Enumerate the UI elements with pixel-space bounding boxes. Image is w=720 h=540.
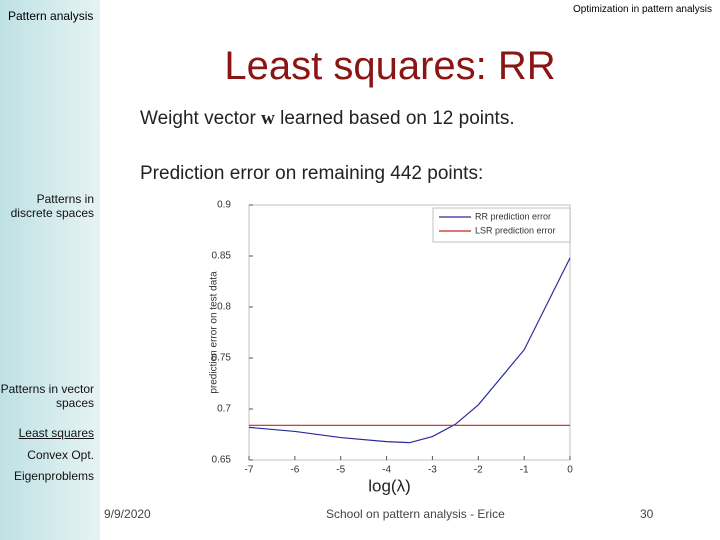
x-tick-label: -1 xyxy=(520,465,529,476)
x-axis-label: log(λ) xyxy=(368,476,411,495)
y-tick-label: 0.9 xyxy=(217,200,231,211)
series-line xyxy=(248,257,571,444)
y-tick-label: 0.85 xyxy=(212,251,232,262)
title: Least squares: RR xyxy=(224,44,556,88)
y-tick-label: 0.7 xyxy=(217,404,231,415)
y-tick-label: 0.8 xyxy=(217,302,231,313)
header-left: Pattern analysis xyxy=(8,9,94,23)
legend-label: RR prediction error xyxy=(475,211,551,221)
plot-frame xyxy=(248,204,571,461)
text-line: Weight vector w learned based on 12 poin… xyxy=(140,108,515,130)
sidebar-item[interactable]: Eigenproblems xyxy=(13,469,94,483)
text: learned based on 12 points. xyxy=(274,108,515,129)
x-tick-label: 0 xyxy=(567,465,573,476)
y-tick-label: 0.75 xyxy=(212,353,232,364)
x-tick-label: -2 xyxy=(474,465,483,476)
y-axis-label: prediction error on test data xyxy=(209,271,220,394)
text: Weight vector xyxy=(140,108,262,129)
footer-center: School on pattern analysis - Erice xyxy=(326,507,505,521)
x-tick-label: -6 xyxy=(290,465,299,476)
x-tick-label: -3 xyxy=(428,465,437,476)
x-tick-label: -5 xyxy=(336,465,345,476)
legend-box xyxy=(432,207,571,243)
legend-label: LSR prediction error xyxy=(475,225,556,235)
page-number: 30 xyxy=(640,507,654,521)
footer-date: 9/9/2020 xyxy=(104,507,151,521)
sidebar-item[interactable]: Convex Opt. xyxy=(27,448,94,462)
sidebar-item[interactable]: Least squares xyxy=(18,426,94,440)
header-right: Optimization in pattern analysis xyxy=(573,4,712,15)
sidebar-item[interactable]: Patterns in discrete spaces xyxy=(10,192,94,220)
chart: 0.9 0.85 0.8 0.75 0.7 0.65 -7 -6 -5 -4 -3 -2 -1 0 log(… xyxy=(209,200,574,496)
sidebar-item[interactable]: Patterns in vector spaces xyxy=(0,382,94,410)
x-tick-label: -4 xyxy=(382,465,391,476)
y-tick-label: 0.65 xyxy=(212,455,232,466)
text: w xyxy=(261,108,275,129)
sidebar xyxy=(0,0,100,540)
x-tick-label: -7 xyxy=(245,465,254,476)
text-line: Prediction error on remaining 442 points… xyxy=(140,163,484,184)
